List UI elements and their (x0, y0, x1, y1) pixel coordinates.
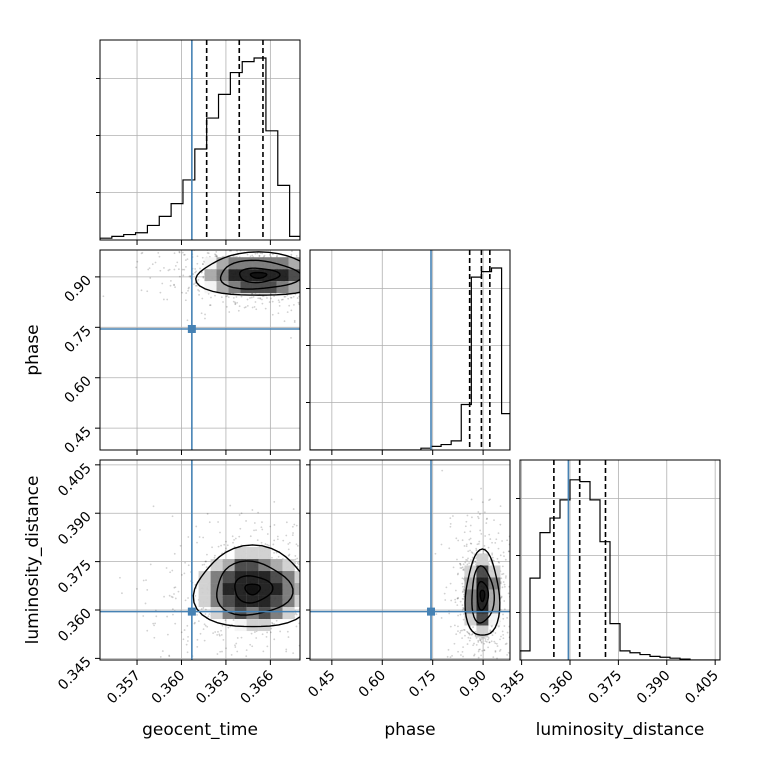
panel-content (100, 460, 300, 660)
histogram-phase (306, 249, 511, 451)
truth-marker (187, 607, 196, 616)
contour-1 (464, 548, 501, 636)
contour-1 (195, 251, 300, 296)
contour-2 (219, 259, 300, 290)
x-tick-label: 0.345 (489, 668, 529, 708)
contour-3 (239, 267, 281, 284)
x-tick-label: 0.405 (682, 668, 722, 708)
panel-phase-luminosity_distance (309, 459, 511, 661)
x-tick-label: 0.390 (634, 668, 674, 708)
histogram-geocent_time (96, 39, 301, 241)
y-tick-label: 0.75 (61, 323, 94, 356)
y-tick-label: 0.405 (55, 460, 95, 500)
axes-frame (309, 459, 511, 661)
x-tick-label: 0.357 (104, 668, 144, 708)
contour-4 (249, 271, 268, 279)
x-axis-label-luminosity_distance: luminosity_distance (536, 720, 705, 740)
y-tick-label: 0.345 (55, 654, 95, 694)
x-tick-label: 0.360 (537, 668, 577, 708)
x-tick-label: 0.360 (149, 668, 189, 708)
contour-4 (479, 589, 486, 603)
y-tick-label: 0.360 (55, 606, 95, 646)
contour-4 (244, 583, 262, 596)
contour-2 (216, 560, 294, 616)
axes-frame (99, 459, 301, 661)
density-cells (204, 257, 300, 294)
panel-geocent_time-luminosity_distance (99, 459, 301, 661)
y-axis-label-luminosity_distance: luminosity_distance (23, 476, 43, 645)
y-tick-label: 0.90 (61, 272, 94, 305)
x-tick-label: 0.366 (238, 667, 278, 707)
y-tick-label: 0.60 (61, 373, 94, 406)
x-tick-label: 0.45 (305, 668, 338, 701)
contour-2 (471, 565, 495, 624)
x-axis-label-phase: phase (384, 720, 435, 740)
histogram-steps (100, 57, 300, 240)
y-tick-label: 0.375 (55, 557, 95, 597)
histogram-steps (520, 479, 720, 660)
truth-marker (187, 324, 196, 333)
x-tick-label: 0.75 (406, 668, 439, 701)
contour-3 (234, 575, 274, 604)
y-axis-label-phase: phase (23, 324, 43, 375)
y-tick-label: 0.45 (61, 424, 94, 457)
axes-frame (99, 249, 301, 451)
panel-geocent_time-phase (99, 249, 301, 451)
panel-content (100, 250, 300, 450)
x-tick-label: 0.60 (356, 668, 389, 701)
axes-frame (99, 39, 301, 241)
contour-1 (192, 544, 300, 628)
y-tick-label: 0.390 (55, 509, 95, 549)
panel-content (310, 460, 510, 660)
axes-frame (519, 459, 721, 661)
x-tick-label: 0.375 (586, 668, 626, 708)
histogram-steps (310, 267, 510, 450)
histogram-luminosity_distance (516, 459, 721, 661)
x-axis-label-geocent_time: geocent_time (142, 720, 258, 740)
x-tick-label: 0.90 (457, 668, 490, 701)
x-tick-label: 0.363 (193, 668, 233, 708)
truth-marker (427, 607, 436, 616)
axes-frame (309, 249, 511, 451)
contour-3 (476, 580, 490, 611)
